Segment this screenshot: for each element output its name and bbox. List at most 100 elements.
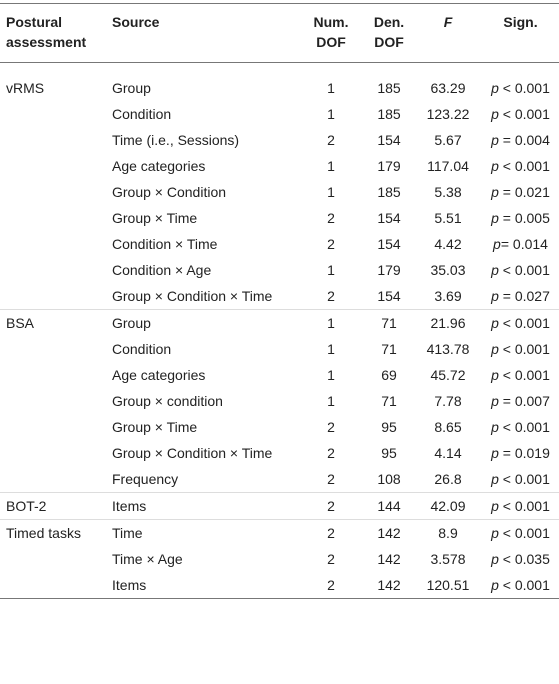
table-row: Group × Condition 1 185 5.38 p = 0.021 — [0, 179, 559, 205]
empty-cell — [0, 257, 106, 283]
den-dof: 144 — [364, 492, 414, 520]
empty-cell — [0, 546, 106, 572]
den-dof: 154 — [377, 210, 401, 226]
source: Items — [106, 572, 298, 599]
f-value: 45.72 — [430, 367, 466, 383]
num-dof: 2 — [327, 132, 335, 148]
table-row: Group × Condition × Time 2 154 3.69 p = 0.02… — [0, 283, 559, 310]
den-dof: 95 — [381, 419, 397, 435]
significance: p < 0.001 — [491, 341, 550, 357]
f-value: 5.51 — [434, 210, 462, 226]
spacer — [0, 63, 559, 76]
num-dof: 2 — [327, 210, 335, 226]
source: Condition — [112, 341, 172, 357]
empty-cell — [0, 388, 106, 414]
empty-cell — [0, 179, 106, 205]
den-dof: 108 — [364, 466, 414, 493]
f-value: 3.578 — [430, 551, 466, 567]
den-dof: 142 — [364, 572, 414, 599]
num-dof: 2 — [298, 283, 364, 310]
source: Age categories — [112, 158, 206, 174]
group-label: vRMS — [6, 80, 45, 96]
table-row: Condition 1 185 123.22 p < 0.001 — [0, 101, 559, 127]
significance: p < 0.001 — [491, 525, 550, 541]
column-header: Sign. — [482, 3, 559, 63]
num-dof: 1 — [327, 367, 335, 383]
f-value: 8.65 — [434, 419, 462, 435]
empty-cell — [0, 440, 106, 466]
f-value: 5.67 — [434, 132, 462, 148]
source: Group — [112, 80, 151, 96]
f-value: 26.8 — [414, 466, 482, 493]
num-dof: 2 — [327, 236, 335, 252]
num-dof: 2 — [327, 551, 335, 567]
den-dof: 71 — [381, 393, 397, 409]
significance: p = 0.007 — [491, 393, 550, 409]
significance: p < 0.001 — [482, 466, 559, 493]
significance: p = 0.027 — [482, 283, 559, 310]
page: Postural assessment Source Num. DOF Den. DO… — [0, 3, 559, 684]
table-row: Time (i.e., Sessions) 2 154 5.67 p = 0.004 — [0, 127, 559, 153]
table-row: Items 2 142 120.51 p < 0.001 — [0, 572, 559, 599]
f-value: 3.69 — [414, 283, 482, 310]
f-value: 123.22 — [426, 106, 470, 122]
empty-cell — [0, 101, 106, 127]
empty-cell — [0, 283, 106, 310]
significance: p < 0.001 — [482, 492, 559, 520]
empty-cell — [0, 466, 106, 493]
f-value: 120.51 — [414, 572, 482, 599]
num-dof: 1 — [327, 106, 335, 122]
significance: p = 0.005 — [491, 210, 550, 226]
num-dof: 2 — [298, 492, 364, 520]
num-dof: 1 — [327, 262, 335, 278]
source: Condition × Time — [112, 236, 218, 252]
table-row: Group × Time 2 154 5.51 p = 0.005 — [0, 205, 559, 231]
den-dof: 142 — [377, 551, 401, 567]
source: Group × Condition × Time — [112, 445, 273, 461]
den-dof: 142 — [377, 525, 401, 541]
den-dof: 179 — [377, 262, 401, 278]
f-value: 21.96 — [430, 315, 466, 331]
significance: p < 0.001 — [491, 106, 550, 122]
f-value: 63.29 — [430, 80, 466, 96]
table-row: Group × condition 1 71 7.78 p = 0.007 — [0, 388, 559, 414]
f-value: 42.09 — [414, 492, 482, 520]
source: Time — [112, 525, 143, 541]
footnote — [0, 599, 559, 609]
empty-cell — [0, 362, 106, 388]
den-dof: 179 — [377, 158, 401, 174]
f-value: 7.78 — [434, 393, 462, 409]
num-dof: 1 — [327, 393, 335, 409]
significance: p = 0.004 — [491, 132, 550, 148]
den-dof: 71 — [381, 341, 397, 357]
source: Items — [106, 492, 298, 520]
source: Time × Age — [112, 551, 183, 567]
table-row: Timed tasks Time 2 142 8.9 p < 0.001 — [0, 520, 559, 547]
source: Group × Time — [112, 210, 198, 226]
num-dof: 1 — [327, 158, 335, 174]
empty-cell — [0, 231, 106, 257]
f-value: 5.38 — [434, 184, 462, 200]
results-table: Postural assessment Source Num. DOF Den. DO… — [0, 3, 559, 599]
table-row: Frequency 2 108 26.8 p < 0.001 — [0, 466, 559, 493]
den-dof: 185 — [377, 106, 401, 122]
f-value: 413.78 — [426, 341, 470, 357]
column-header: Num. DOF — [298, 3, 364, 63]
num-dof: 1 — [327, 315, 335, 331]
column-header: F — [414, 3, 482, 63]
num-dof: 2 — [327, 419, 335, 435]
num-dof: 2 — [327, 525, 335, 541]
den-dof: 154 — [377, 236, 401, 252]
den-dof: 69 — [381, 367, 397, 383]
table-body: vRMS Group 1 185 63.29 p < 0.001 Condition 1 185… — [0, 63, 559, 599]
group-label: Timed tasks — [6, 525, 81, 541]
source: Group × Condition × Time — [106, 283, 298, 310]
table-row: Age categories 1 179 117.04 p < 0.001 — [0, 153, 559, 179]
num-dof: 1 — [327, 80, 335, 96]
group-label: BSA — [6, 315, 35, 331]
group-label: BOT-2 — [0, 492, 106, 520]
empty-cell — [0, 127, 106, 153]
num-dof: 2 — [327, 445, 335, 461]
table-row: BOT-2 Items 2 144 42.09 p < 0.001 — [0, 492, 559, 520]
den-dof: 185 — [377, 80, 401, 96]
